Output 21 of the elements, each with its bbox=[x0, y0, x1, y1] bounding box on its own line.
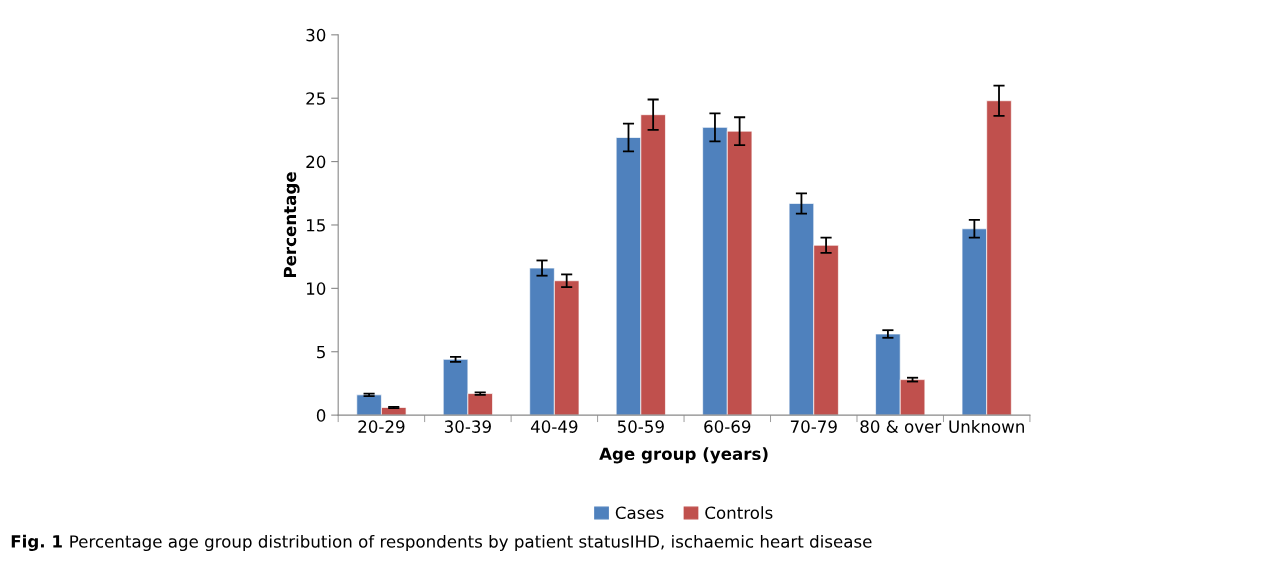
y-tick-label: 10 bbox=[307, 282, 326, 295]
x-tick-label: 60-69 bbox=[704, 420, 751, 433]
y-tick-label: 25 bbox=[306, 92, 325, 105]
y-tick-label: 20 bbox=[306, 155, 326, 169]
x-tick-label: Unknown bbox=[949, 419, 1024, 433]
x-axis-title: Age group (years) bbox=[599, 447, 768, 464]
legend-label: Controls bbox=[705, 506, 773, 520]
x-tick-label: 20-29 bbox=[358, 420, 405, 433]
y-axis-title: Percentage bbox=[283, 172, 300, 278]
text: Percentage age group distribution of respondents by patient statusIHD, ischaemic heart disease bbox=[70, 534, 872, 552]
y-tick-label: 5 bbox=[317, 345, 325, 359]
y-tick-label: 30 bbox=[306, 28, 326, 42]
y-tick-label: 0 bbox=[316, 409, 326, 422]
legend-label: Cases bbox=[615, 506, 664, 520]
caption: Fig. 1 bbox=[11, 534, 62, 552]
x-tick-label: 40-49 bbox=[530, 420, 578, 433]
x-tick-label: 50-59 bbox=[617, 420, 664, 433]
x-tick-label: 30-39 bbox=[444, 420, 491, 433]
x-tick-label: 70-79 bbox=[790, 420, 837, 433]
y-tick-label: 15 bbox=[307, 219, 325, 232]
x-tick-label: 80 & over bbox=[860, 420, 942, 433]
